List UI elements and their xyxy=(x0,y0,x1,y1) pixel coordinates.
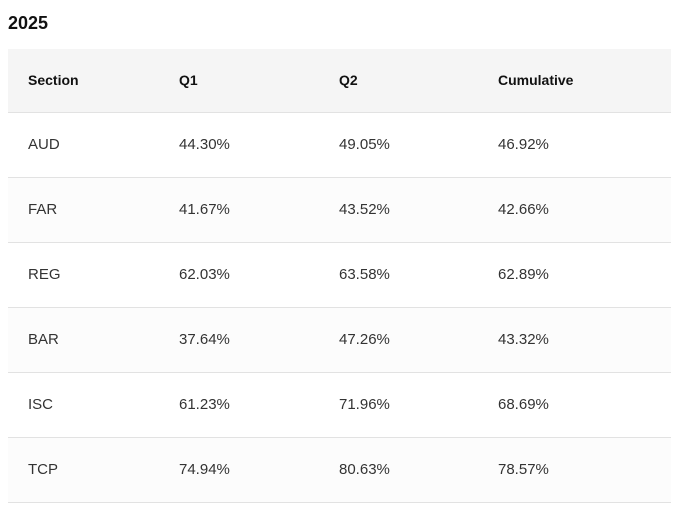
section-cell: TCP xyxy=(28,461,58,478)
cumulative-cell: 42.66% xyxy=(498,201,549,218)
section-cell: ISC xyxy=(28,396,54,413)
table-header: Section Q1 Q2 Cumulative xyxy=(8,49,671,113)
q2-cell: 71.96% xyxy=(339,396,390,413)
q1-cell: 61.23% xyxy=(179,396,230,413)
table-row: FAR 41.67% 43.52% 42.66% xyxy=(8,177,671,242)
table-row: BAR 37.64% 47.26% 43.32% xyxy=(8,307,671,372)
cumulative-cell: 78.57% xyxy=(498,461,549,478)
q2-cell: 43.52% xyxy=(339,201,390,218)
page-title: 2025 xyxy=(8,13,49,33)
cumulative-cell: 62.89% xyxy=(498,266,549,283)
section-cell: FAR xyxy=(28,201,58,218)
section-cell: AUD xyxy=(28,136,60,153)
q1-cell: 74.94% xyxy=(179,461,230,478)
column-header-cumulative: Cumulative xyxy=(478,49,671,113)
q2-cell: 47.26% xyxy=(339,331,390,348)
header-row: Section Q1 Q2 Cumulative xyxy=(8,49,671,113)
column-header-section: Section xyxy=(8,49,159,113)
pass-rate-table: Section Q1 Q2 Cumulative AUD 44.30% 49.0… xyxy=(8,49,671,503)
table-row: TCP 74.94% 80.63% 78.57% xyxy=(8,437,671,502)
column-header-q1: Q1 xyxy=(159,49,319,113)
table-row: ISC 61.23% 71.96% 68.69% xyxy=(8,372,671,437)
q2-cell: 80.63% xyxy=(339,461,390,478)
cumulative-cell: 68.69% xyxy=(498,396,549,413)
table-row: AUD 44.30% 49.05% 46.92% xyxy=(8,112,671,177)
q1-cell: 44.30% xyxy=(179,136,230,153)
section-cell: BAR xyxy=(28,331,59,348)
q1-cell: 62.03% xyxy=(179,266,230,283)
cumulative-cell: 43.32% xyxy=(498,331,549,348)
q2-cell: 63.58% xyxy=(339,266,390,283)
column-header-q2: Q2 xyxy=(319,49,478,113)
cumulative-cell: 46.92% xyxy=(498,136,549,153)
q1-cell: 37.64% xyxy=(179,331,230,348)
section-cell: REG xyxy=(28,266,61,283)
q2-cell: 49.05% xyxy=(339,136,390,153)
table-row: REG 62.03% 63.58% 62.89% xyxy=(8,242,671,307)
q1-cell: 41.67% xyxy=(179,201,230,218)
table-body: AUD 44.30% 49.05% 46.92% FAR 41.67% 43.5… xyxy=(8,112,671,502)
